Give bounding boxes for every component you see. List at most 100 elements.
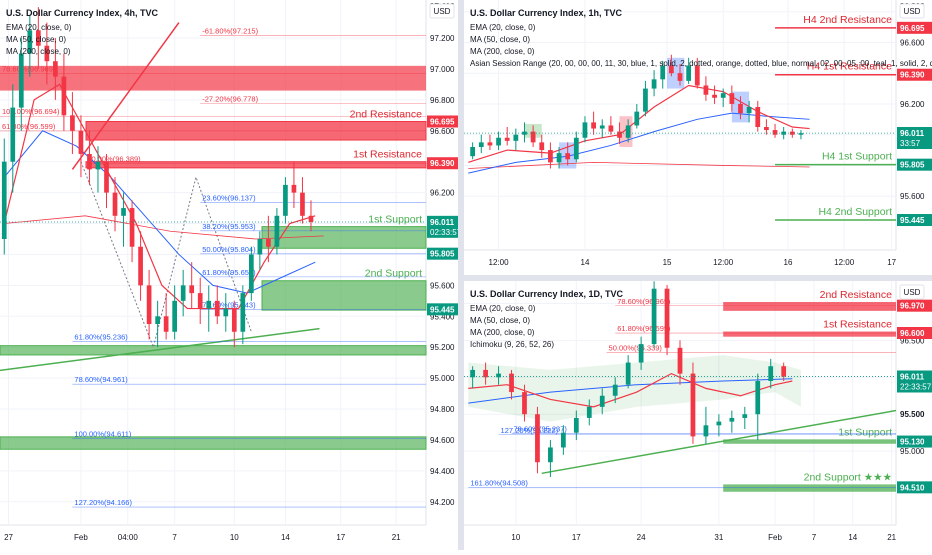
c0-fib-label: 61.80%(95.655) [202, 268, 256, 277]
c1-candle-body [643, 88, 648, 112]
c1-candle-body [487, 142, 493, 146]
c2-indicator-legend[interactable]: EMA (20, close, 0) [470, 304, 536, 313]
c0-zone-label: 1st Resistance [353, 149, 422, 161]
c1-indicator-legend[interactable]: EMA (20, close, 0) [470, 23, 536, 32]
c1-level-label: H4 2nd Support [818, 206, 892, 218]
c2-price-tag [897, 408, 932, 421]
c0-candle-body [291, 184, 297, 193]
c2-level-label: 1st Resistance [823, 319, 892, 331]
panel-divider-vertical[interactable] [458, 0, 464, 550]
c0-indicator-legend[interactable]: MA (200, close, 0) [6, 47, 71, 56]
c0-candle-body [53, 61, 58, 77]
c2-x-tick-label: 10 [511, 533, 520, 542]
c2-candle-body [703, 425, 709, 437]
c0-y-tick-label: 94.600 [430, 436, 455, 445]
c1-ma50-line [468, 112, 810, 174]
chart-4h-panel[interactable]: 97.20097.00096.80096.60096.40096.20096.0… [0, 0, 462, 550]
c0-candle-body [266, 238, 271, 247]
c0-currency-badge[interactable] [429, 3, 455, 19]
c1-indicator-legend[interactable]: MA (200, close, 0) [470, 47, 535, 56]
c2-fib-label: 161.80%(94.508) [470, 478, 528, 487]
c0-resistance-band [0, 65, 426, 91]
c1-currency-badge[interactable] [899, 3, 925, 19]
c0-candle-body [206, 300, 212, 309]
c0-candle-body [61, 76, 67, 116]
chart-1d-panel[interactable]: 97.00096.50096.00095.50095.00094.5001017… [464, 281, 932, 550]
c0-currency-label: USD [434, 7, 451, 16]
c2-candle-body [768, 366, 774, 381]
c2-candle-body [483, 369, 488, 378]
c0-candle-body [257, 238, 263, 255]
c1-candle-body [470, 146, 476, 157]
c0-candle-body [283, 184, 288, 216]
c2-x-tick-label: Feb [768, 533, 782, 542]
c0-candle-body [155, 316, 160, 325]
c2-x-tick-label: 7 [812, 533, 817, 542]
c1-indicator-legend[interactable]: MA (50, close, 0) [470, 35, 530, 44]
c2-level-label: 2nd Support ★★★ [804, 471, 893, 483]
c2-currency-badge[interactable] [899, 284, 925, 300]
c0-support-zone [261, 280, 427, 311]
c2-x-tick-label: 24 [637, 533, 646, 542]
c1-candle-body [496, 137, 501, 146]
c1-candle-body [686, 65, 692, 81]
c2-candle-body [755, 381, 761, 415]
c1-candle-body [729, 93, 735, 104]
c0-fib-label: -27.20%(96.778) [202, 94, 258, 103]
c0-fib-label: 23.60%(96.137) [202, 193, 256, 202]
c1-candle-body [478, 142, 484, 147]
c1-x-tick-label: 16 [784, 258, 793, 267]
c2-indicator-legend[interactable]: MA (50, close, 0) [470, 316, 530, 325]
c0-price-tag-text: 96.011 [430, 218, 455, 227]
c0-fib-label: 61.80%(96.599) [2, 122, 56, 131]
c2-indicator-legend[interactable]: MA (200, close, 0) [470, 328, 535, 337]
c0-price-tag-text: 96.695 [430, 117, 455, 126]
c1-candle-body [781, 131, 787, 135]
c1-level-label: H4 2nd Resistance [803, 14, 892, 26]
c0-indicator-legend[interactable]: EMA (20, close, 0) [6, 23, 72, 32]
chart-1d[interactable]: 97.00096.50096.00095.50095.00094.5001017… [464, 281, 932, 550]
chart-4h[interactable]: 97.20097.00096.80096.60096.40096.20096.0… [0, 0, 462, 550]
c2-indicator-legend[interactable]: Ichimoku (9, 26, 52, 26) [470, 340, 554, 349]
c2-currency-label: USD [904, 288, 921, 297]
c2-fib-label: 78.60%(96.969) [617, 297, 671, 306]
chart-1h[interactable]: 96.80096.60096.40096.20096.00095.80095.6… [464, 0, 932, 275]
c2-candle-body [496, 373, 501, 378]
c1-currency-label: USD [904, 7, 921, 16]
c1-candle-body [720, 93, 726, 98]
c0-x-tick-label: 7 [172, 533, 177, 542]
c0-price-axis[interactable] [426, 0, 458, 550]
c1-price-tag [897, 21, 932, 34]
c0-fib-label: 61.80%(95.236) [74, 333, 128, 342]
c2-x-tick-label: 21 [887, 533, 896, 542]
c2-price-tag-text: 95.500 [900, 410, 925, 419]
c2-candle-body [729, 417, 735, 422]
c1-candle-body [556, 153, 562, 163]
c0-candle-body [197, 293, 203, 309]
c2-price-tag [897, 327, 932, 339]
c1-ma200-line [468, 161, 810, 169]
c2-fib-label: 61.80%(96.599) [617, 324, 671, 333]
c0-candle-body [10, 107, 16, 162]
c1-indicator-legend[interactable]: Asian Session Range (20, 00, 00, 00, 11,… [470, 59, 932, 68]
c0-candle-body [300, 192, 305, 216]
panel-divider-horizontal[interactable] [464, 275, 932, 281]
c2-level-zone [723, 439, 896, 444]
c1-candle-body [755, 107, 761, 127]
c2-candle-body [470, 369, 476, 378]
c0-candle-body [223, 308, 229, 317]
c0-fib-label: 38.20%(95.953) [202, 222, 256, 231]
c0-candle-body [78, 130, 84, 154]
c0-indicator-legend[interactable]: MA (50, close, 0) [6, 35, 66, 44]
c2-chart-title: U.S. Dollar Currency Index, 1D, TVC [470, 289, 624, 299]
c1-y-tick-label: 96.600 [900, 38, 925, 47]
chart-1h-panel[interactable]: 96.80096.60096.40096.20096.00095.80095.6… [464, 0, 932, 275]
c1-price-tag [897, 126, 932, 149]
c1-price-tag [897, 68, 932, 81]
c2-price-tag-text: 96.600 [900, 329, 925, 338]
c1-price-tag-text: 96.011 [900, 129, 925, 138]
c0-candle-body [214, 300, 220, 317]
c2-candle-body [651, 288, 657, 345]
c1-candle-body [548, 150, 553, 163]
c2-candle-body [573, 417, 579, 433]
